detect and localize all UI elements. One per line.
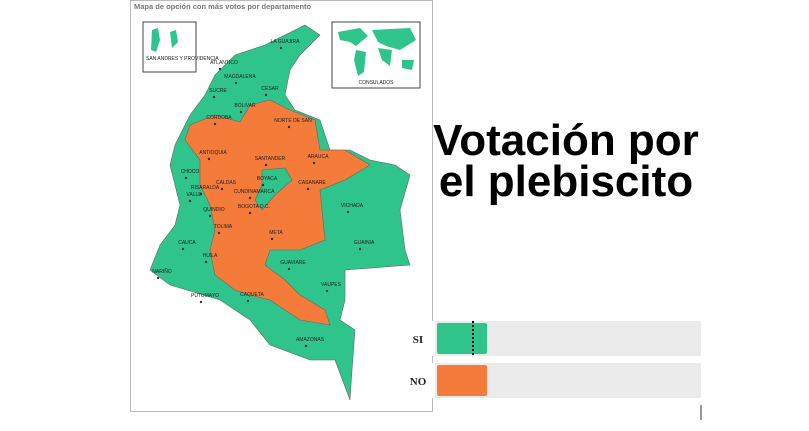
inset-world-label: CONSULADOS <box>358 80 394 86</box>
capital-dot <box>181 247 185 251</box>
capital-dot <box>312 161 316 165</box>
department-label: CORDOBA <box>206 115 232 121</box>
label-cell <box>400 321 435 356</box>
department-label: CASANARE <box>298 180 326 186</box>
bar-fill <box>437 323 487 354</box>
department-label: GUAINIA <box>354 240 375 246</box>
capital-dot <box>188 199 192 203</box>
world-shape <box>338 28 416 76</box>
capital-dot <box>306 187 310 191</box>
department-label: RISARALDA <box>191 185 220 191</box>
department-label: PUTUMAYO <box>191 293 219 299</box>
capital-dot <box>234 81 238 85</box>
si-region-center <box>254 167 293 211</box>
department-label: VAUPES <box>321 282 342 288</box>
department-label: CHOCO <box>181 169 200 175</box>
capital-dot <box>156 276 160 280</box>
capital-dot <box>264 163 268 167</box>
capital-dot <box>207 157 211 161</box>
capital-dot <box>287 267 291 271</box>
department-label: GUAVIARE <box>280 260 306 266</box>
department-label: ARAUCA <box>308 154 330 160</box>
capital-dot <box>208 214 212 218</box>
capital-dot <box>220 187 224 191</box>
department-label: AMAZONAS <box>296 337 325 343</box>
capital-dot <box>346 210 350 214</box>
vote-bars: SI NO <box>400 321 702 420</box>
capital-dot <box>287 125 291 129</box>
capital-dot <box>279 46 283 50</box>
option-label: SI <box>413 334 423 346</box>
capital-dot <box>248 211 252 215</box>
department-label: ANTIOQUIA <box>199 150 227 156</box>
capital-dot <box>184 176 188 180</box>
capital-dot <box>246 299 250 303</box>
department-label: ATLANTICO <box>210 60 238 66</box>
capital-dot <box>218 67 222 71</box>
department-label: SUCRE <box>209 88 227 94</box>
department-label: BOGOTA D.C. <box>238 204 270 210</box>
capital-dot <box>204 260 208 264</box>
islands-shape <box>151 28 178 52</box>
department-label: CAQUETA <box>240 292 264 298</box>
heading-line-2: el plebiscito <box>439 157 693 206</box>
capital-dot <box>304 344 308 348</box>
capital-dot <box>217 231 221 235</box>
department-label: TOLIMA <box>214 224 233 230</box>
bar-fill <box>437 365 487 396</box>
capital-dot <box>213 122 217 126</box>
department-label: MAGDALENA <box>224 74 256 80</box>
map-title: Mapa de opción con más votos por departa… <box>134 2 312 11</box>
department-label: CESAR <box>261 86 279 92</box>
no-region <box>184 99 371 326</box>
department-label: SANTANDER <box>255 156 286 162</box>
capital-dot <box>261 183 265 187</box>
capital-dot <box>270 237 274 241</box>
department-label: BOYACA <box>257 176 278 182</box>
department-label: VALLE <box>186 192 202 198</box>
department-label: VICHADA <box>341 203 364 209</box>
option-label: NO <box>410 376 427 388</box>
inset-islands-label: SAN ANDRES Y PROVIDENCIA <box>146 56 219 62</box>
colombia-map: LA GUAJIRA ATLANTICO MAGDALENA SUCRE CESAR BO… <box>149 24 411 401</box>
capital-dot <box>212 95 216 99</box>
department-label: NORTE DE SAN <box>274 118 312 124</box>
department-label: CALDAS <box>216 180 237 186</box>
capital-dot <box>239 110 243 114</box>
department-label: CUNDINAMARCA <box>234 189 276 195</box>
label-cell <box>400 363 435 398</box>
capital-dot <box>264 93 268 97</box>
department-label: META <box>269 230 283 236</box>
heading-line-1: Votación por <box>433 116 699 165</box>
department-label: LA GUAJIRA <box>271 39 301 45</box>
department-label: QUINDIO <box>203 207 225 213</box>
capital-dot <box>325 289 329 293</box>
capital-dot <box>358 247 362 251</box>
inset-islands-box <box>142 21 197 73</box>
capital-dot <box>199 300 203 304</box>
capital-dot <box>248 196 252 200</box>
department-label: BOLIVAR <box>234 103 256 109</box>
department-label: NARIÑO <box>152 268 172 275</box>
capital-dot <box>199 192 203 196</box>
department-label: CAUCA <box>178 240 196 246</box>
department-label: HUILA <box>203 253 218 259</box>
